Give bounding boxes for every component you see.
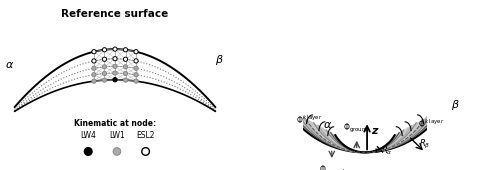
Circle shape — [92, 50, 96, 54]
Circle shape — [84, 148, 92, 155]
Text: LW4: LW4 — [80, 131, 96, 140]
Circle shape — [113, 148, 120, 155]
Circle shape — [124, 48, 128, 52]
Circle shape — [113, 64, 117, 69]
Text: Kinematic at node:: Kinematic at node: — [74, 119, 156, 128]
Text: $\Phi_{\rm ground}$: $\Phi_{\rm ground}$ — [318, 164, 345, 170]
Circle shape — [134, 66, 138, 70]
Circle shape — [102, 48, 106, 52]
Circle shape — [124, 78, 128, 82]
Circle shape — [92, 73, 96, 77]
Circle shape — [92, 66, 96, 70]
Circle shape — [113, 71, 117, 75]
Text: $R_{\alpha}$: $R_{\alpha}$ — [380, 144, 392, 157]
Polygon shape — [286, 108, 444, 152]
Circle shape — [113, 57, 117, 61]
Text: Reference surface: Reference surface — [62, 9, 168, 19]
Text: LW1: LW1 — [109, 131, 125, 140]
Text: $\Phi^{k\ \rm layer}$: $\Phi^{k\ \rm layer}$ — [418, 118, 445, 130]
Circle shape — [102, 78, 106, 82]
Circle shape — [92, 59, 96, 63]
Circle shape — [134, 59, 138, 63]
Text: α: α — [324, 120, 331, 130]
Text: $R_{\beta}$: $R_{\beta}$ — [419, 138, 430, 151]
Circle shape — [134, 79, 138, 83]
Circle shape — [142, 148, 150, 155]
Text: z: z — [371, 126, 378, 136]
Circle shape — [124, 57, 128, 61]
Circle shape — [134, 50, 138, 54]
Text: β: β — [450, 100, 458, 110]
Text: β: β — [216, 55, 222, 65]
Text: α: α — [6, 60, 14, 70]
Text: $\Phi_{\rm ground}$: $\Phi_{\rm ground}$ — [344, 122, 370, 135]
Circle shape — [92, 79, 96, 83]
Text: ESL2: ESL2 — [136, 131, 155, 140]
Circle shape — [124, 71, 128, 75]
Circle shape — [102, 65, 106, 69]
Circle shape — [124, 65, 128, 69]
Circle shape — [102, 71, 106, 75]
Text: $\Phi^{k\ \rm layer}$: $\Phi^{k\ \rm layer}$ — [296, 114, 322, 126]
Circle shape — [102, 57, 106, 61]
Circle shape — [134, 73, 138, 77]
Circle shape — [113, 47, 117, 51]
Circle shape — [113, 78, 117, 82]
